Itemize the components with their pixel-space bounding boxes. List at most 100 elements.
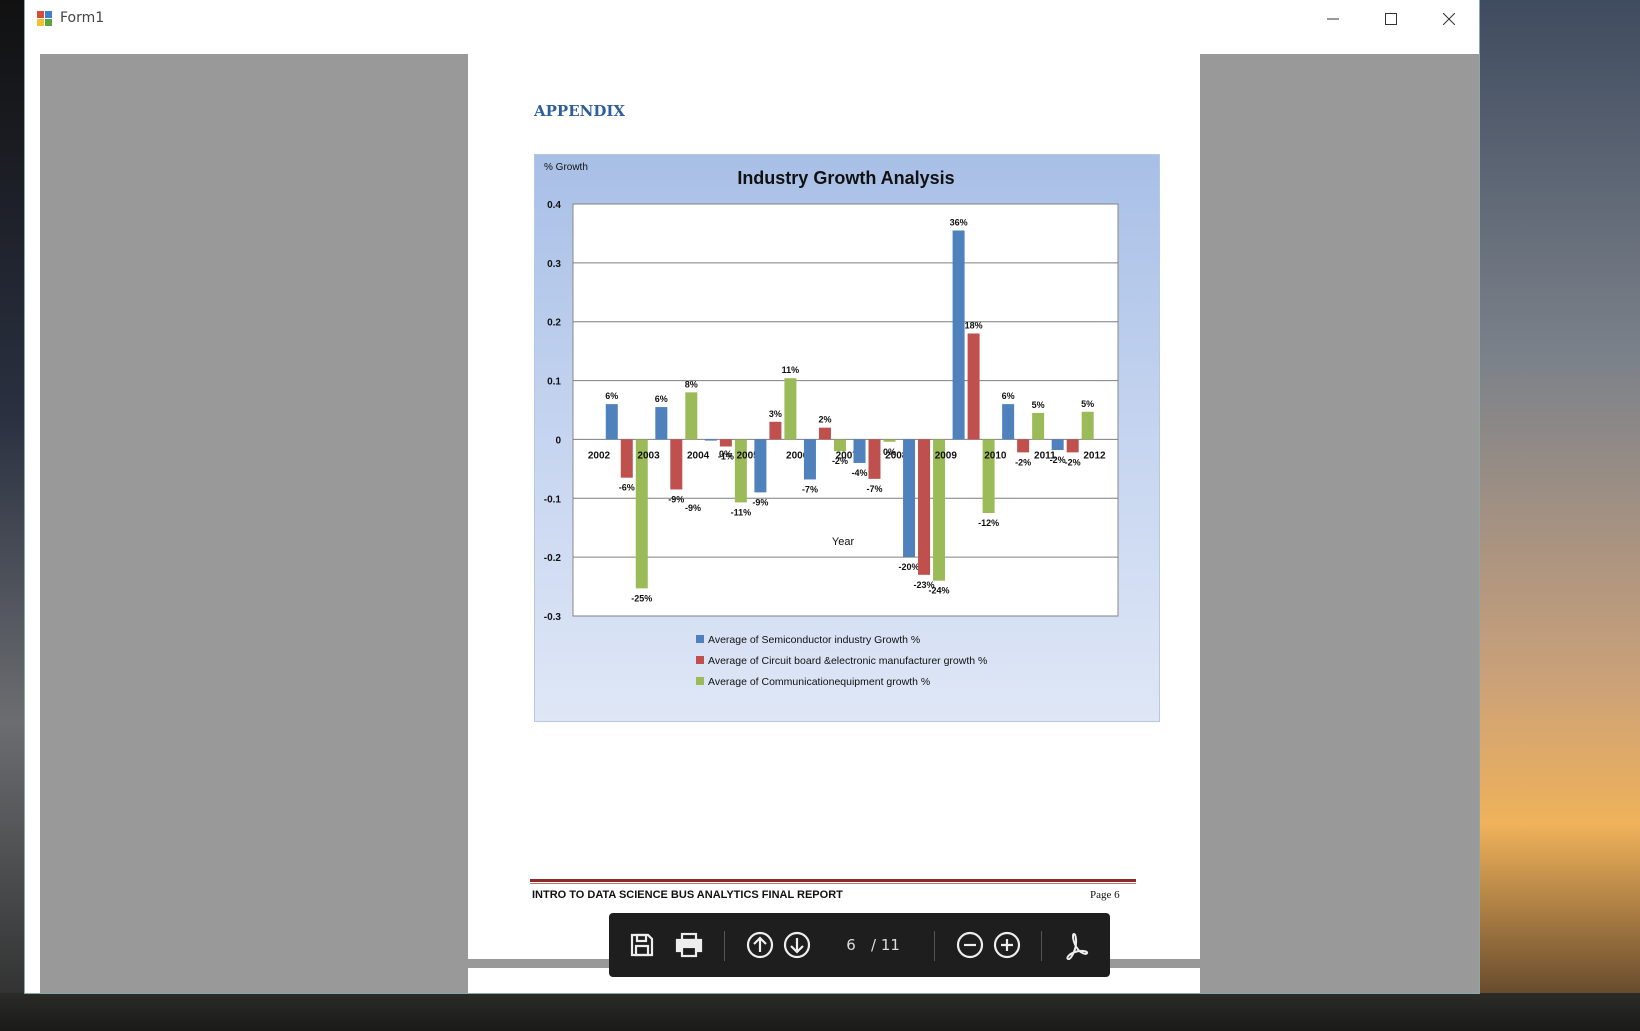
data-label: 0% — [883, 447, 896, 457]
chart: Industry Growth Analysis % Growth 0.4 0.3 0.… — [534, 154, 1160, 722]
window-title: Form1 — [60, 10, 105, 26]
bar-2 — [818, 427, 831, 440]
y-tick-label: -0.1 — [544, 494, 562, 505]
bar-1 — [1051, 439, 1064, 451]
bar-3 — [833, 439, 846, 452]
bar-3 — [1032, 412, 1045, 440]
next-page-button[interactable] — [779, 927, 815, 963]
zoom-out-button[interactable] — [952, 927, 988, 963]
bar-1 — [704, 439, 717, 441]
bar-2 — [670, 439, 683, 490]
close-button[interactable] — [1420, 0, 1478, 38]
legend-entry: Average of Circuit board &electronic man… — [708, 655, 987, 667]
section-heading: APPENDIX — [534, 102, 626, 120]
bar-2 — [769, 421, 782, 440]
bar-2 — [967, 333, 980, 440]
data-label: -12% — [978, 518, 999, 528]
data-label: 5% — [1032, 400, 1045, 410]
data-label: -1% — [718, 451, 734, 461]
current-page-input[interactable]: 6 — [846, 936, 856, 954]
save-icon — [630, 933, 654, 957]
bar-1 — [903, 439, 916, 558]
bar-1 — [853, 439, 866, 463]
y-tick-label: 0.1 — [547, 377, 561, 388]
data-label: -25% — [631, 593, 652, 603]
bar-1 — [754, 439, 767, 493]
bar-2 — [868, 439, 881, 479]
bar-1 — [1002, 404, 1015, 440]
y-axis-label: % Growth — [544, 162, 588, 173]
title-bar[interactable]: Form1 — [25, 0, 1479, 38]
toolbar-separator — [724, 931, 725, 961]
data-label: 3% — [769, 409, 782, 419]
data-label: -23% — [914, 580, 935, 590]
bar-1 — [605, 404, 618, 440]
data-label: 6% — [655, 394, 668, 404]
open-in-acrobat-button[interactable] — [1058, 927, 1094, 963]
footer-rule — [530, 879, 1136, 882]
print-button[interactable] — [671, 927, 707, 963]
bar-3 — [734, 439, 747, 503]
zoom-out-icon — [956, 931, 984, 959]
bar-3 — [883, 439, 896, 442]
x-tick-label: 2002 — [588, 450, 611, 461]
y-tick-label: 0 — [555, 435, 561, 446]
maximize-icon — [1385, 13, 1397, 25]
desktop-background-right — [1479, 0, 1640, 1031]
zoom-in-icon — [993, 931, 1021, 959]
x-tick-label: 2008 — [885, 450, 908, 461]
footer-rule-thin — [530, 883, 1136, 884]
arrow-down-icon — [783, 931, 811, 959]
pdf-viewer[interactable]: APPENDIX Industry Growth Analysis % Growt… — [40, 54, 1479, 993]
data-label: -24% — [929, 586, 950, 596]
minimize-button[interactable] — [1304, 0, 1362, 38]
data-label: 11% — [782, 365, 800, 375]
zoom-in-button[interactable] — [989, 927, 1025, 963]
x-tick-label: 2010 — [984, 450, 1007, 461]
data-label: -4% — [851, 468, 867, 478]
total-pages: / 11 — [871, 936, 900, 954]
data-label: -7% — [866, 484, 882, 494]
data-label: -7% — [802, 484, 818, 494]
x-tick-label: 2012 — [1083, 450, 1106, 461]
footer-title: INTRO TO DATA SCIENCE BUS ANALYTICS FINA… — [532, 889, 843, 901]
bar-1 — [952, 230, 965, 440]
data-label: -6% — [619, 483, 635, 493]
desktop-background-bottom — [0, 993, 1640, 1031]
data-label: -9% — [685, 503, 701, 513]
plot-area — [572, 203, 1119, 617]
legend-swatch — [696, 677, 704, 685]
pdf-toolbar: 6 / 11 — [609, 913, 1110, 977]
data-label: -2% — [1050, 455, 1066, 465]
y-tick-label: -0.3 — [544, 612, 562, 623]
arrow-up-icon — [746, 931, 774, 959]
bar-2 — [1017, 439, 1030, 453]
data-label: 0% — [719, 449, 732, 459]
data-label: 5% — [1081, 399, 1094, 409]
data-label: 2% — [818, 415, 831, 425]
maximize-button[interactable] — [1362, 0, 1420, 38]
bar-1 — [803, 439, 816, 480]
y-tick-label: 0.4 — [547, 200, 561, 211]
data-label: 6% — [605, 391, 618, 401]
y-tick-label: 0.2 — [547, 318, 561, 329]
bar-2 — [719, 439, 732, 447]
previous-page-button[interactable] — [742, 927, 778, 963]
app-icon — [37, 11, 53, 27]
legend-entry: Average of Semiconductor industry Growth… — [708, 634, 920, 646]
data-label: -2% — [1065, 457, 1081, 467]
data-label: -20% — [899, 562, 920, 572]
legend-swatch — [696, 635, 704, 643]
data-label: 8% — [685, 379, 698, 389]
bar-2 — [620, 439, 633, 478]
minimize-icon — [1327, 18, 1339, 20]
pdf-icon — [1066, 932, 1089, 960]
toolbar-separator — [934, 931, 935, 961]
data-label: 18% — [965, 320, 983, 330]
chart-svg: Industry Growth Analysis % Growth 0.4 0.3 0.… — [544, 162, 1119, 688]
data-label: -2% — [1015, 457, 1031, 467]
x-tick-label: 2006 — [786, 450, 809, 461]
save-button[interactable] — [624, 927, 660, 963]
desktop-background-left — [0, 0, 25, 1031]
legend-swatch — [696, 656, 704, 664]
